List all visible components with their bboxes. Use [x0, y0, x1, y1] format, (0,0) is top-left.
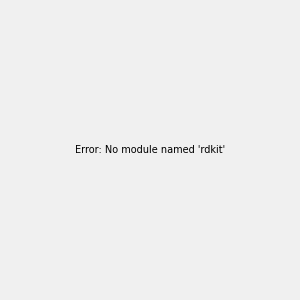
Text: Error: No module named 'rdkit': Error: No module named 'rdkit': [75, 145, 225, 155]
